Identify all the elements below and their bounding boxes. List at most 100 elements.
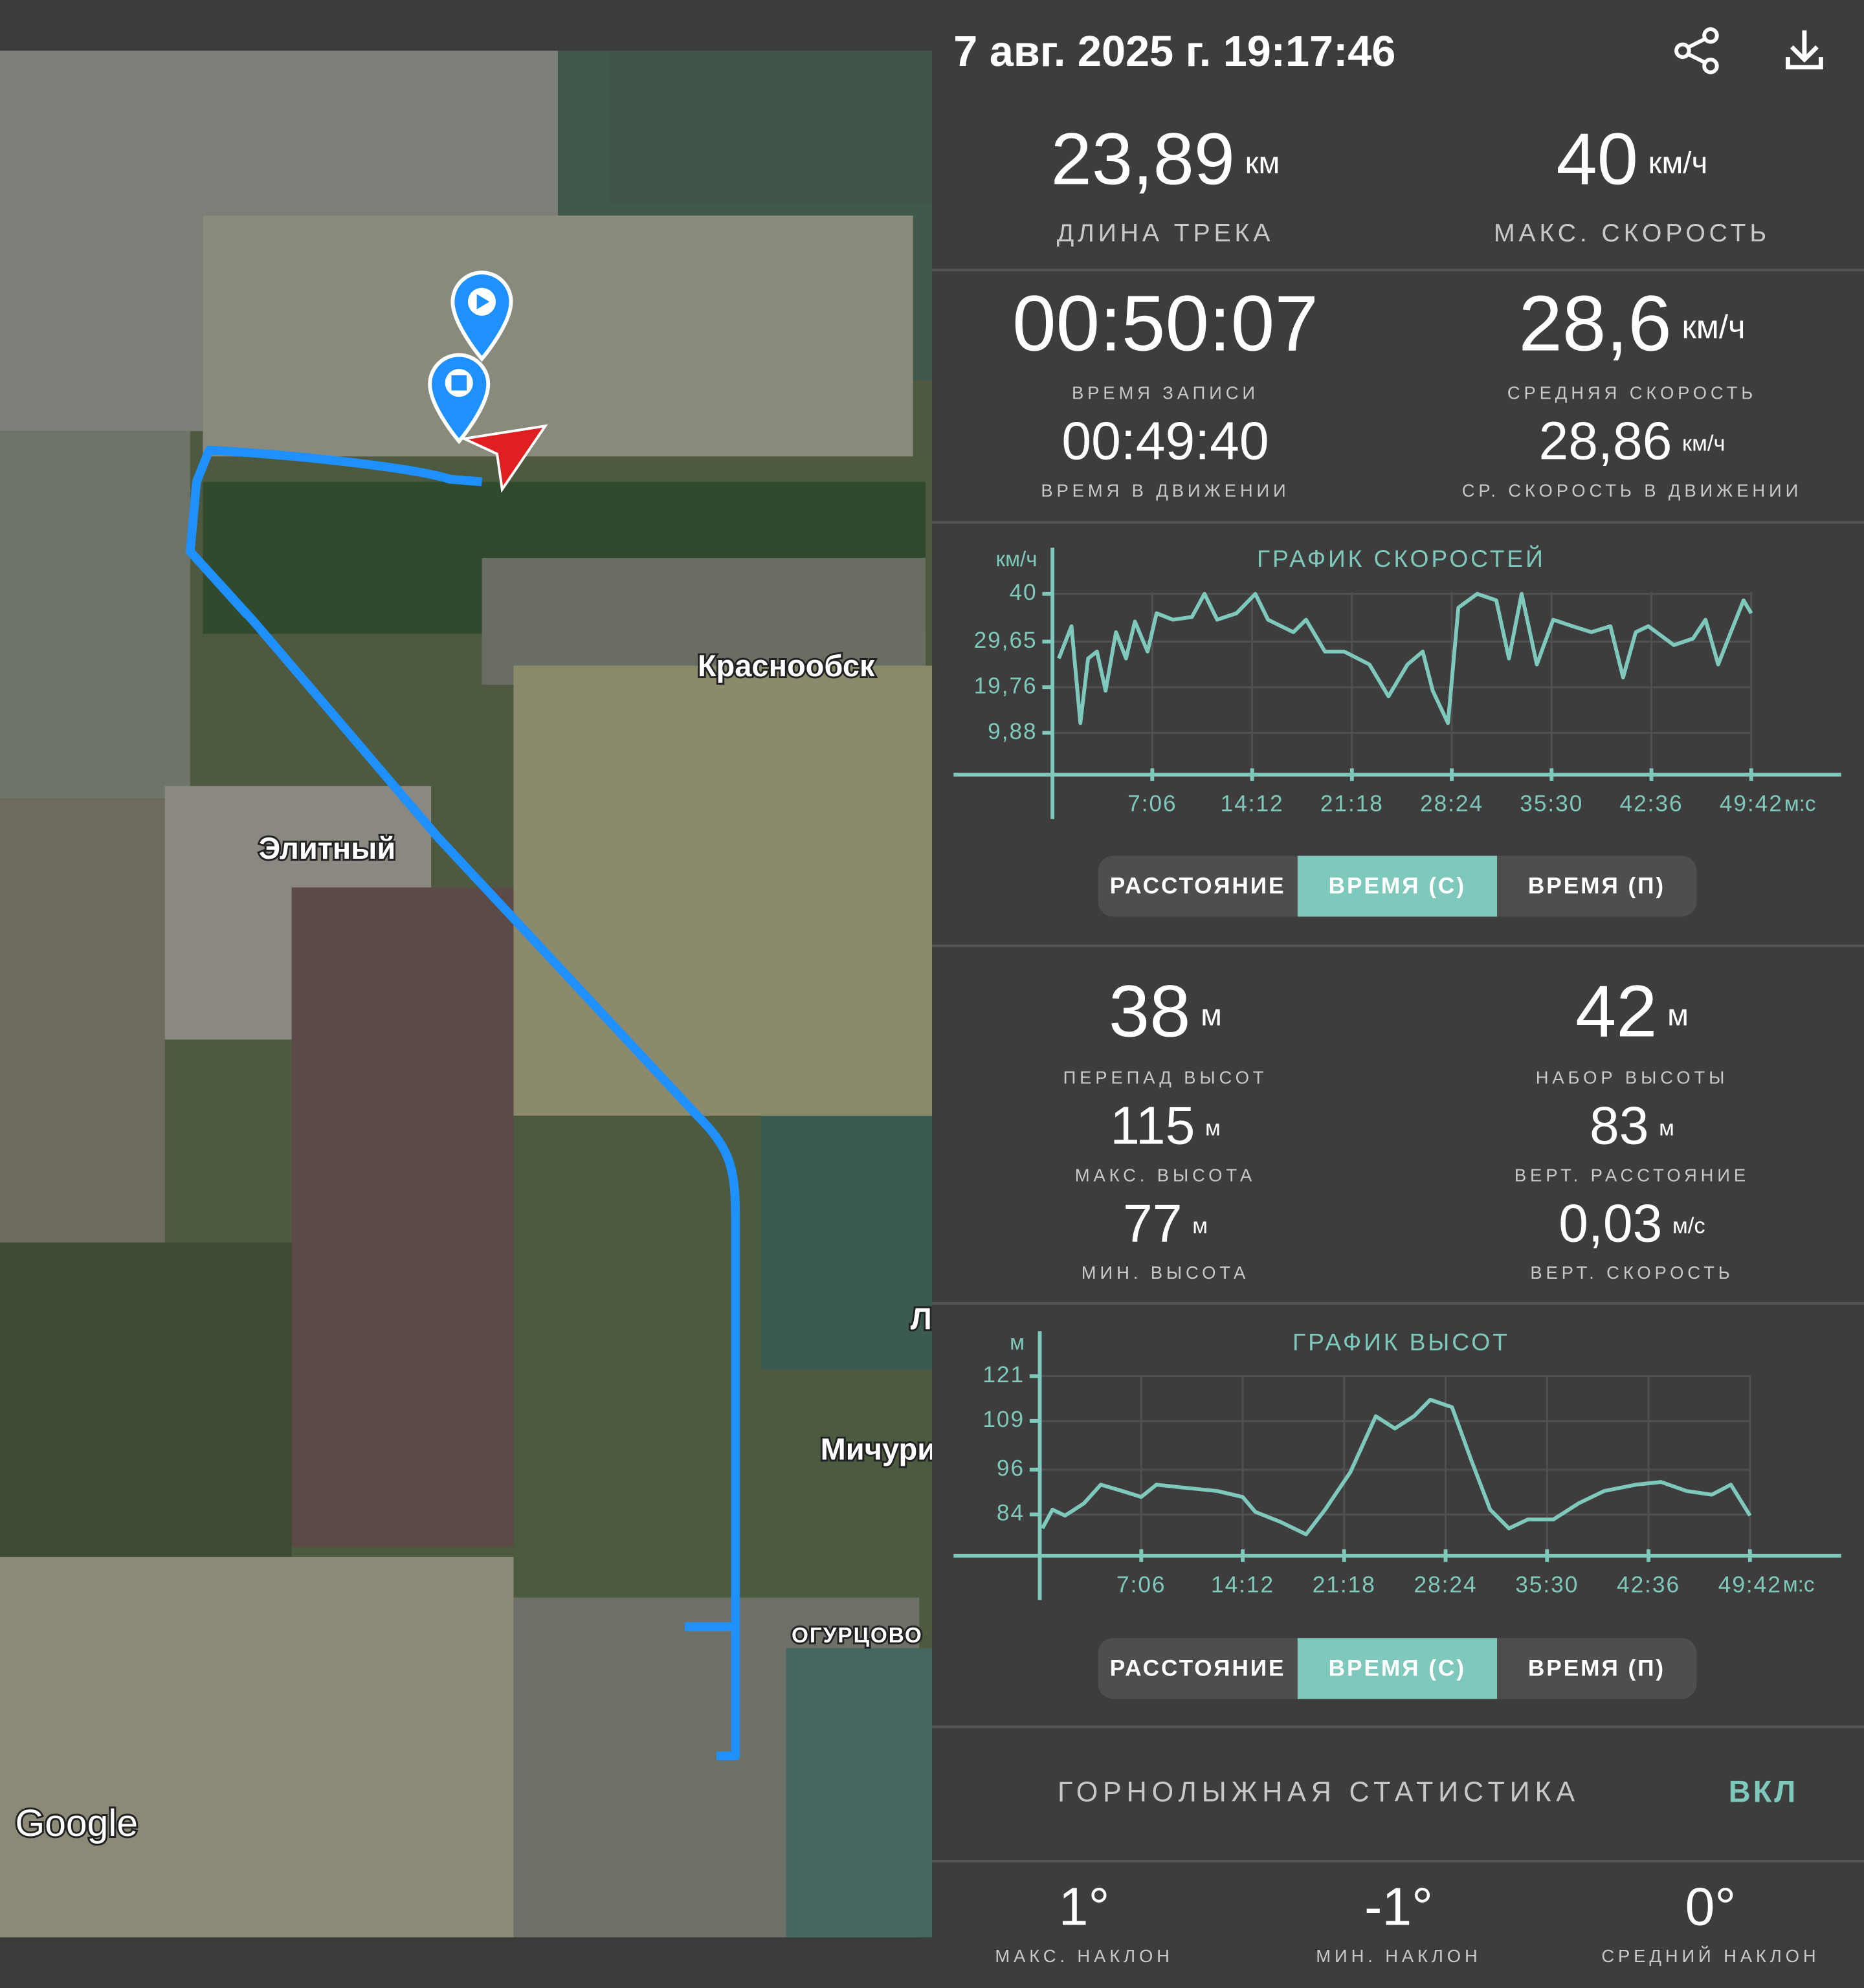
stat-unit: км/ч xyxy=(1682,432,1725,456)
x-tick-label: 14:12 xyxy=(1221,791,1284,816)
x-tick-label: 42:36 xyxy=(1617,1572,1680,1597)
stat-label: МАКС. СКОРОСТЬ xyxy=(1494,219,1770,247)
chart-title: ГРАФИК СКОРОСТЕЙ xyxy=(1257,545,1546,572)
map-label: ОГУРЦОВО xyxy=(792,1624,923,1648)
stat-number: 115 xyxy=(1110,1096,1195,1155)
y-tick-label: 96 xyxy=(997,1455,1025,1481)
stat-number: 38 xyxy=(1109,970,1190,1052)
share-button[interactable] xyxy=(1674,27,1719,74)
map-label: Мичури xyxy=(821,1432,937,1466)
stat-unit: м xyxy=(1205,1116,1221,1141)
y-tick-label: 9,88 xyxy=(988,719,1037,744)
toggle-option[interactable]: ВРЕМЯ (С) xyxy=(1329,874,1466,899)
stat-label: СР. СКОРОСТЬ В ДВИЖЕНИИ xyxy=(1462,480,1803,500)
ski-title: ГОРНОЛЫЖНАЯ СТАТИСТИКА xyxy=(1058,1777,1580,1808)
stat-unit: м xyxy=(1667,998,1689,1032)
map-attribution: Google xyxy=(16,1802,139,1844)
stat-value: 42 м xyxy=(1575,970,1689,1052)
stat-unit: м xyxy=(1659,1116,1674,1141)
stat-unit: км xyxy=(1245,146,1280,180)
ski-toggle[interactable]: ВКЛ xyxy=(1729,1774,1798,1809)
x-tick-label: 42:36 xyxy=(1620,791,1683,816)
toggle-option[interactable]: ВРЕМЯ (С) xyxy=(1329,1656,1466,1681)
y-axis-title: км/ч xyxy=(996,547,1037,571)
stat-unit: км/ч xyxy=(1648,146,1708,180)
x-tick-label: 7:06 xyxy=(1116,1572,1166,1597)
stat-number: 0,03 xyxy=(1559,1194,1662,1253)
stat-value: 1° xyxy=(1059,1877,1110,1936)
stat-label: ВЕРТ. РАССТОЯНИЕ xyxy=(1514,1165,1749,1185)
map-label: Краснообск xyxy=(698,648,875,683)
stat-value: 83 м xyxy=(1590,1096,1674,1155)
stat-number: 42 xyxy=(1575,970,1657,1052)
y-tick-label: 109 xyxy=(982,1407,1025,1432)
stat-value: 38 м xyxy=(1109,970,1222,1052)
toggle-selected xyxy=(1297,1638,1498,1699)
toggle-selected xyxy=(1297,856,1498,917)
x-tick-label: 28:24 xyxy=(1420,791,1483,816)
stat-number: 83 xyxy=(1590,1096,1649,1155)
stat-label: ВЕРТ. СКОРОСТЬ xyxy=(1530,1263,1733,1283)
stat-number: 00:50:07 xyxy=(1012,279,1318,367)
x-tick-label: 49:42 xyxy=(1718,1572,1782,1597)
stat-unit: км/ч xyxy=(1681,309,1745,346)
stat-value: 0,03 м/с xyxy=(1559,1194,1705,1253)
x-tick-label: 21:18 xyxy=(1320,791,1384,816)
stat-number: 40 xyxy=(1557,118,1638,201)
stat-label: ВРЕМЯ ЗАПИСИ xyxy=(1072,383,1259,403)
x-axis-unit: м:с xyxy=(1784,792,1816,816)
stat-number: 0° xyxy=(1685,1877,1736,1936)
stat-number: 00:49:40 xyxy=(1061,412,1269,470)
segmented-toggle: РАССТОЯНИЕ ВРЕМЯ (С) ВРЕМЯ (П) xyxy=(1098,856,1697,917)
x-tick-label: 14:12 xyxy=(1211,1572,1274,1597)
y-tick-label: 19,76 xyxy=(974,673,1037,698)
stat-value: 115 м xyxy=(1110,1096,1221,1155)
stat-number: 28,6 xyxy=(1518,279,1671,367)
stat-label: МИН. ВЫСОТА xyxy=(1082,1263,1249,1283)
y-axis-title: м xyxy=(1010,1331,1025,1355)
stat-value: 40 км/ч xyxy=(1557,118,1708,201)
x-tick-label: 28:24 xyxy=(1414,1572,1478,1597)
stat-label: ВРЕМЯ В ДВИЖЕНИИ xyxy=(1041,480,1289,500)
toggle-option[interactable]: РАССТОЯНИЕ xyxy=(1110,1656,1286,1681)
x-tick-label: 21:18 xyxy=(1313,1572,1376,1597)
x-tick-label: 49:42 xyxy=(1720,791,1783,816)
stat-unit: м xyxy=(1201,998,1222,1032)
segmented-toggle: РАССТОЯНИЕ ВРЕМЯ (С) ВРЕМЯ (П) xyxy=(1098,1638,1697,1699)
x-tick-label: 7:06 xyxy=(1127,791,1177,816)
y-tick-label: 84 xyxy=(997,1501,1025,1526)
stat-label: МАКС. ВЫСОТА xyxy=(1075,1165,1256,1185)
toggle-option[interactable]: РАССТОЯНИЕ xyxy=(1110,874,1286,899)
x-tick-label: 35:30 xyxy=(1515,1572,1579,1597)
toggle-option[interactable]: ВРЕМЯ (П) xyxy=(1528,874,1665,899)
stat-unit: м xyxy=(1192,1214,1208,1239)
stat-value: 28,86 км/ч xyxy=(1538,412,1725,470)
y-tick-label: 121 xyxy=(982,1362,1025,1387)
map[interactable]: Краснообск Элитный Л Мичури ОГУРЦОВО Goo… xyxy=(0,50,938,1938)
x-axis-unit: м:с xyxy=(1783,1573,1815,1597)
stat-label: СРЕДНЯЯ СКОРОСТЬ xyxy=(1507,383,1757,403)
stat-number: 1° xyxy=(1059,1877,1110,1936)
stat-label: НАБОР ВЫСОТЫ xyxy=(1536,1068,1729,1088)
header-title: 7 авг. 2025 г. 19:17:46 xyxy=(953,28,1395,76)
stat-label: ДЛИНА ТРЕКА xyxy=(1057,219,1274,247)
map-label: Л xyxy=(911,1301,932,1336)
data-line xyxy=(1041,1398,1752,1536)
y-tick-label: 29,65 xyxy=(974,628,1037,653)
stat-value: 28,6 км/ч xyxy=(1518,279,1745,367)
separators xyxy=(932,269,1864,1863)
stat-label: МИН. НАКЛОН xyxy=(1316,1946,1481,1966)
stat-number: 77 xyxy=(1123,1194,1182,1253)
download-button[interactable] xyxy=(1786,30,1823,70)
stat-value: 0° xyxy=(1685,1877,1736,1936)
toggle-option[interactable]: ВРЕМЯ (П) xyxy=(1528,1656,1665,1681)
stat-value: 00:49:40 xyxy=(1061,412,1269,470)
stat-value: -1° xyxy=(1364,1877,1433,1936)
stat-label: МАКС. НАКЛОН xyxy=(995,1946,1173,1966)
chart-title: ГРАФИК ВЫСОТ xyxy=(1293,1329,1510,1356)
x-tick-label: 35:30 xyxy=(1520,791,1583,816)
stat-value: 77 м xyxy=(1123,1194,1208,1253)
stat-number: -1° xyxy=(1364,1877,1433,1936)
